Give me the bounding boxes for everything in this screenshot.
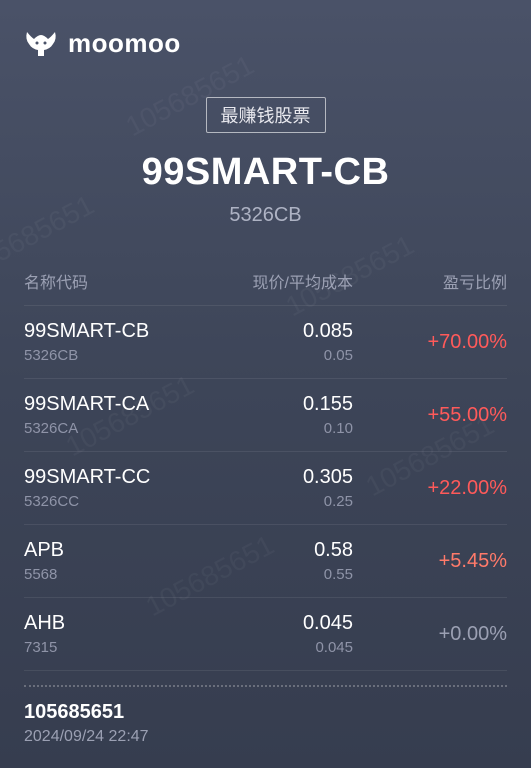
col-header-name: 名称代码 bbox=[24, 269, 204, 293]
table-row[interactable]: 99SMART-CA 5326CA0.155 0.10 +55.00% bbox=[24, 379, 507, 452]
stock-code: 5326CC bbox=[24, 493, 204, 510]
stock-price: 0.155 bbox=[204, 393, 353, 416]
stock-avg-cost: 0.10 bbox=[204, 420, 353, 437]
footer-user-id: 105685651 bbox=[24, 701, 507, 724]
stock-name: 99SMART-CB bbox=[24, 320, 204, 343]
stock-price: 0.045 bbox=[204, 612, 353, 635]
stock-avg-cost: 0.05 bbox=[204, 347, 353, 364]
badge-most-profitable: 最赚钱股票 bbox=[206, 97, 326, 133]
stock-name: AHB bbox=[24, 612, 204, 635]
footer-divider bbox=[24, 685, 507, 687]
table-row[interactable]: 99SMART-CB 5326CB0.085 0.05 +70.00% bbox=[24, 306, 507, 379]
stock-avg-cost: 0.045 bbox=[204, 639, 353, 656]
stock-price: 0.305 bbox=[204, 466, 353, 489]
footer-timestamp: 2024/09/24 22:47 bbox=[24, 728, 507, 746]
stock-pl-ratio: +5.45% bbox=[439, 550, 507, 572]
stock-code: 7315 bbox=[24, 639, 204, 656]
table-row[interactable]: 99SMART-CC 5326CC0.305 0.25 +22.00% bbox=[24, 452, 507, 525]
stock-pl-ratio: +55.00% bbox=[427, 404, 507, 426]
stock-code: 5568 bbox=[24, 566, 204, 583]
stock-price: 0.58 bbox=[204, 539, 353, 562]
table-row[interactable]: AHB 73150.045 0.045 +0.00% bbox=[24, 598, 507, 671]
stock-pl-ratio: +22.00% bbox=[427, 477, 507, 499]
footer: 105685651 2024/09/24 22:47 bbox=[24, 685, 507, 746]
stock-name: 99SMART-CC bbox=[24, 466, 204, 489]
stock-avg-cost: 0.55 bbox=[204, 566, 353, 583]
holdings-table: 名称代码 现价/平均成本 盈亏比例 99SMART-CB 5326CB0.085 0… bbox=[0, 269, 531, 671]
table-row[interactable]: APB 55680.58 0.55 +5.45% bbox=[24, 525, 507, 598]
col-header-price: 现价/平均成本 bbox=[204, 269, 377, 293]
stock-name: APB bbox=[24, 539, 204, 562]
table-header: 名称代码 现价/平均成本 盈亏比例 bbox=[24, 269, 507, 306]
stock-code: 5326CA bbox=[24, 420, 204, 437]
stock-name: 99SMART-CA bbox=[24, 393, 204, 416]
moomoo-bull-icon bbox=[24, 29, 58, 59]
stock-price: 0.085 bbox=[204, 320, 353, 343]
stock-avg-cost: 0.25 bbox=[204, 493, 353, 510]
hero-subtitle: 5326CB bbox=[0, 204, 531, 227]
col-header-ratio: 盈亏比例 bbox=[377, 269, 507, 293]
brand-name: moomoo bbox=[68, 28, 181, 59]
stock-pl-ratio: +0.00% bbox=[439, 623, 507, 645]
brand-header: moomoo bbox=[0, 0, 531, 59]
stock-code: 5326CB bbox=[24, 347, 204, 364]
hero-title: 99SMART-CB bbox=[0, 151, 531, 194]
stock-pl-ratio: +70.00% bbox=[427, 331, 507, 353]
